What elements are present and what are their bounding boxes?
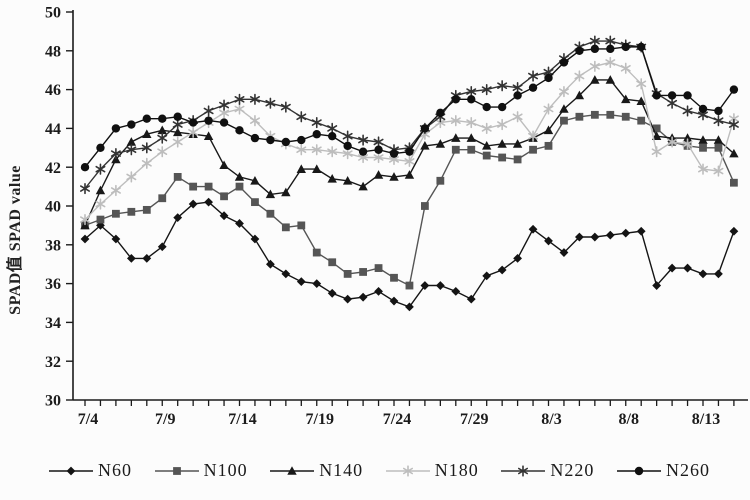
y-axis-title-text: SPAD值 SPAD value [7,165,25,315]
y-tick-label: 38 [45,237,61,254]
legend-label: N260 [665,460,710,480]
legend-label: N220 [550,460,595,480]
legend-marker-triangle-icon [270,465,315,475]
line-chart-svg: 30 32 34 36 38 40 42 44 46 48 50 7/4 7/9 7/14 7/19 7/24… [45,5,748,428]
series-N180 [80,56,739,226]
y-tick-label: 44 [45,121,61,138]
series-N260 [80,42,739,172]
y-tick-label: 48 [45,43,61,60]
x-tick-label: 8/8 [619,411,639,428]
legend-item-N180: N180 [385,460,479,481]
series-N60 [80,197,739,312]
y-tick-label: 30 [45,393,61,410]
x-tick-label: 8/3 [541,411,561,428]
x-tick-label: 8/13 [692,411,720,428]
legend-label: N140 [319,460,364,480]
x-tick-label: 7/14 [228,411,256,428]
plot-area: 30 32 34 36 38 40 42 44 46 48 50 7/4 7/9 7/14 7/19 7/24… [45,5,748,428]
y-axis-title: SPAD值 SPAD value [2,110,24,370]
x-axis-ticks: 7/4 7/9 7/14 7/19 7/24 7/29 8/3 8/8 8/13 [78,400,735,428]
legend-marker-star-icon [385,464,430,477]
y-tick-label: 40 [45,199,61,216]
x-tick-label: 7/24 [383,411,411,428]
series-N100 [81,110,738,290]
y-tick-label: 36 [45,276,61,293]
y-tick-label: 32 [45,354,61,371]
legend-item-N260: N260 [616,460,710,481]
chart-legend: N60 N100 N140 N180 N220 N260 [0,460,750,481]
legend-label: N180 [434,460,479,480]
legend-item-N140: N140 [269,460,363,481]
y-tick-label: 42 [45,160,61,177]
x-tick-label: 7/4 [78,411,98,428]
y-tick-label: 46 [45,82,61,99]
legend-marker-diamond-icon [49,466,93,475]
y-tick-label: 50 [45,5,61,22]
y-axis-ticks: 30 32 34 36 38 40 42 44 46 48 50 [45,5,73,410]
legend-marker-asterisk-icon [501,464,546,477]
legend-marker-circle-icon [616,466,661,475]
legend-label: N100 [203,460,248,480]
x-tick-label: 7/29 [460,411,488,428]
x-tick-label: 7/9 [155,411,175,428]
y-tick-label: 34 [45,315,61,332]
legend-label: N60 [98,460,132,480]
x-tick-label: 7/19 [306,411,334,428]
legend-marker-square-icon [154,466,199,475]
legend-item-N100: N100 [154,460,248,481]
legend-item-N220: N220 [500,460,594,481]
axes [72,10,748,401]
legend-item-N60: N60 [48,460,132,481]
